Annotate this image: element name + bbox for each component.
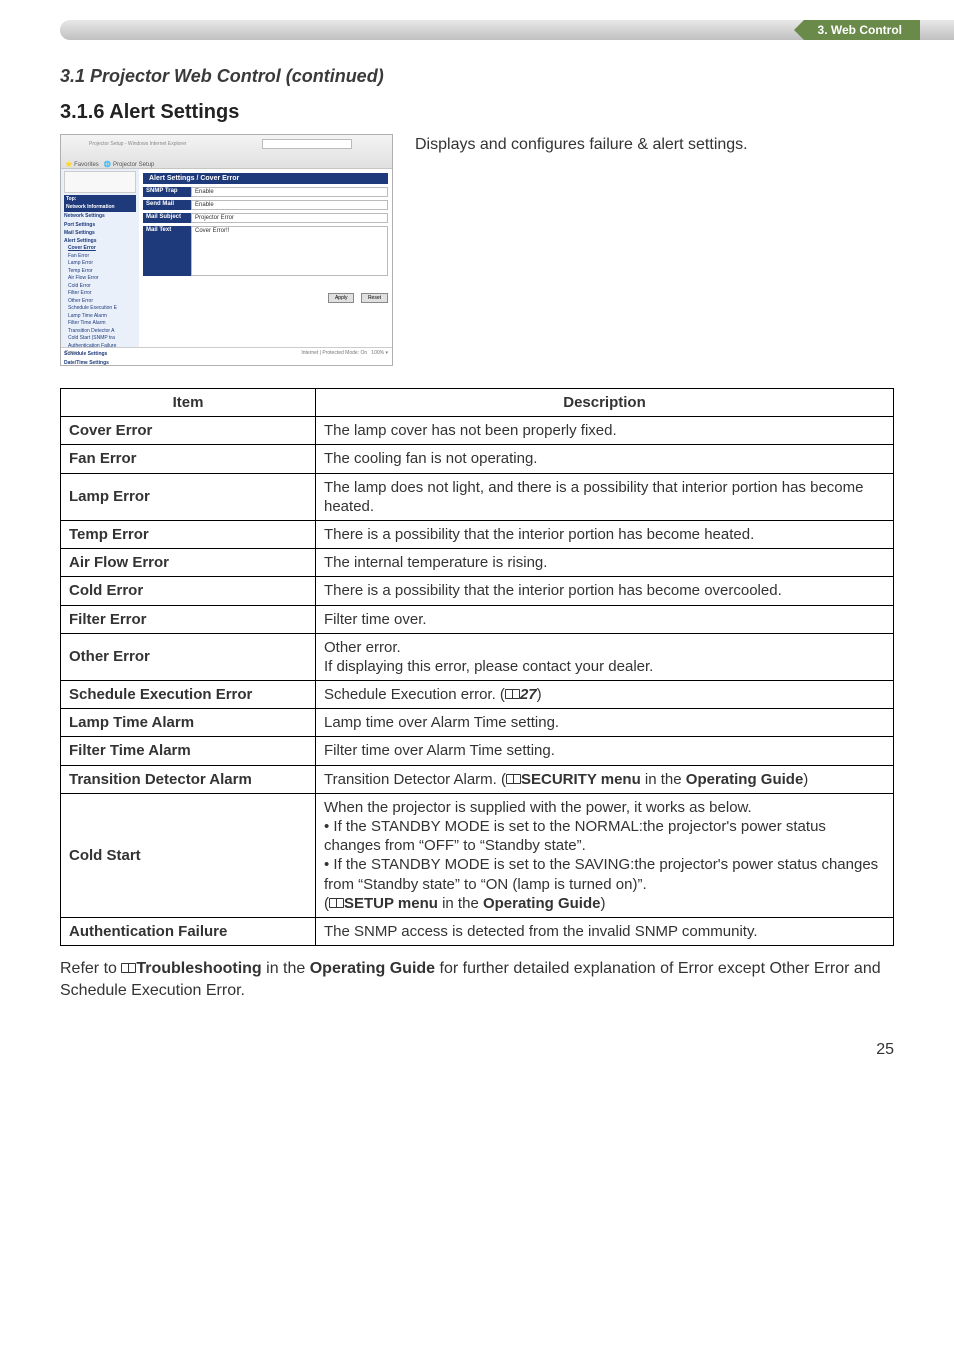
settings-screenshot: Projector Setup - Windows Internet Explo… bbox=[60, 134, 393, 366]
chapter-label: 3. Web Control bbox=[804, 20, 920, 40]
item-cell: Cold Error bbox=[61, 577, 316, 605]
table-row: Lamp ErrorThe lamp does not light, and t… bbox=[61, 473, 894, 520]
chapter-banner: 3. Web Control bbox=[0, 20, 954, 52]
desc-cell: There is a possibility that the interior… bbox=[316, 520, 894, 548]
desc-cell: The SNMP access is detected from the inv… bbox=[316, 917, 894, 945]
table-row: Schedule Execution ErrorSchedule Executi… bbox=[61, 681, 894, 709]
book-icon bbox=[505, 688, 520, 700]
item-cell: Air Flow Error bbox=[61, 549, 316, 577]
item-cell: Lamp Error bbox=[61, 473, 316, 520]
table-row: Lamp Time AlarmLamp time over Alarm Time… bbox=[61, 709, 894, 737]
item-cell: Cover Error bbox=[61, 417, 316, 445]
page-number: 25 bbox=[0, 1031, 954, 1059]
table-row: Cold StartWhen the projector is supplied… bbox=[61, 793, 894, 917]
table-row: Authentication FailureThe SNMP access is… bbox=[61, 917, 894, 945]
alert-table: Item Description Cover ErrorThe lamp cov… bbox=[60, 388, 894, 946]
intro-text: Displays and configures failure & alert … bbox=[415, 134, 748, 156]
table-row: Filter Time AlarmFilter time over Alarm … bbox=[61, 737, 894, 765]
item-cell: Filter Time Alarm bbox=[61, 737, 316, 765]
item-cell: Transition Detector Alarm bbox=[61, 765, 316, 793]
book-icon bbox=[506, 773, 521, 785]
item-cell: Authentication Failure bbox=[61, 917, 316, 945]
desc-cell: There is a possibility that the interior… bbox=[316, 577, 894, 605]
desc-cell: Lamp time over Alarm Time setting. bbox=[316, 709, 894, 737]
desc-cell: Filter time over Alarm Time setting. bbox=[316, 737, 894, 765]
item-cell: Filter Error bbox=[61, 605, 316, 633]
table-row: Filter ErrorFilter time over. bbox=[61, 605, 894, 633]
desc-cell: Transition Detector Alarm. (SECURITY men… bbox=[316, 765, 894, 793]
item-cell: Schedule Execution Error bbox=[61, 681, 316, 709]
subsection-title: 3.1.6 Alert Settings bbox=[60, 101, 894, 124]
thumb-main: Alert Settings / Cover Error SNMP TrapEn… bbox=[139, 169, 392, 347]
footer-paragraph: Refer to Troubleshooting in the Operatin… bbox=[60, 958, 894, 1001]
item-cell: Other Error bbox=[61, 633, 316, 680]
table-row: Fan ErrorThe cooling fan is not operatin… bbox=[61, 445, 894, 473]
table-row: Cover ErrorThe lamp cover has not been p… bbox=[61, 417, 894, 445]
book-icon bbox=[121, 962, 136, 974]
table-row: Other ErrorOther error.If displaying thi… bbox=[61, 633, 894, 680]
desc-cell: The lamp cover has not been properly fix… bbox=[316, 417, 894, 445]
desc-cell: When the projector is supplied with the … bbox=[316, 793, 894, 917]
item-cell: Fan Error bbox=[61, 445, 316, 473]
col-item-header: Item bbox=[61, 389, 316, 417]
item-cell: Temp Error bbox=[61, 520, 316, 548]
desc-cell: The lamp does not light, and there is a … bbox=[316, 473, 894, 520]
book-icon bbox=[329, 897, 344, 909]
desc-cell: The internal temperature is rising. bbox=[316, 549, 894, 577]
table-row: Cold ErrorThere is a possibility that th… bbox=[61, 577, 894, 605]
thumb-sidebar: Top:Network Information Network Settings… bbox=[61, 169, 139, 347]
col-desc-header: Description bbox=[316, 389, 894, 417]
desc-cell: Schedule Execution error. (27) bbox=[316, 681, 894, 709]
desc-cell: The cooling fan is not operating. bbox=[316, 445, 894, 473]
thumb-url: Projector Setup - Windows Internet Explo… bbox=[89, 141, 187, 147]
table-row: Air Flow ErrorThe internal temperature i… bbox=[61, 549, 894, 577]
table-row: Temp ErrorThere is a possibility that th… bbox=[61, 520, 894, 548]
desc-cell: Filter time over. bbox=[316, 605, 894, 633]
item-cell: Lamp Time Alarm bbox=[61, 709, 316, 737]
table-row: Transition Detector AlarmTransition Dete… bbox=[61, 765, 894, 793]
section-title: 3.1 Projector Web Control (continued) bbox=[60, 66, 894, 87]
item-cell: Cold Start bbox=[61, 793, 316, 917]
desc-cell: Other error.If displaying this error, pl… bbox=[316, 633, 894, 680]
